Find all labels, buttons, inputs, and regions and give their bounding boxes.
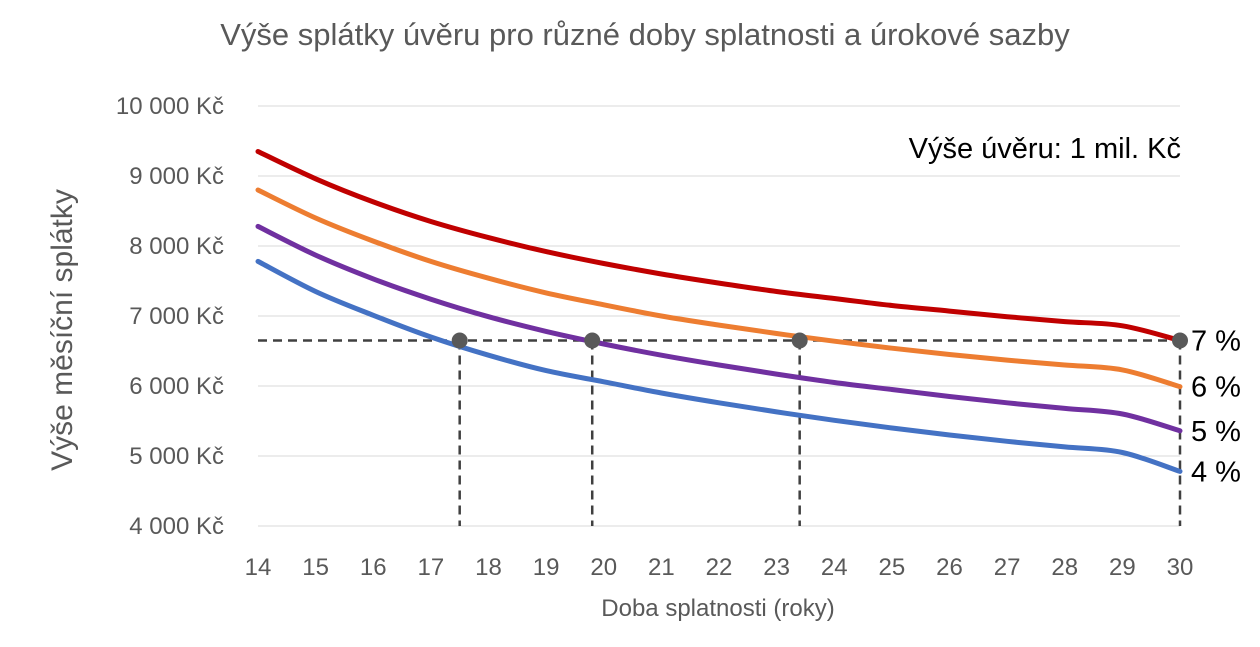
series-line bbox=[255, 258, 1183, 474]
x-tick-label: 15 bbox=[302, 554, 329, 581]
marked-point bbox=[791, 332, 808, 349]
x-tick-label: 19 bbox=[533, 554, 560, 581]
x-tick-label: 22 bbox=[706, 554, 733, 581]
chart-title: Výše splátky úvěru pro různé doby splatn… bbox=[220, 17, 1070, 52]
series-line bbox=[255, 149, 1183, 343]
x-tick-label: 20 bbox=[590, 554, 617, 581]
y-tick-label: 5 000 Kč bbox=[129, 443, 224, 470]
series-label: 7 % bbox=[1191, 326, 1241, 358]
x-tick-label: 26 bbox=[936, 554, 963, 581]
y-tick-label: 4 000 Kč bbox=[129, 513, 224, 540]
x-tick-label: 21 bbox=[648, 554, 675, 581]
x-axis-title: Doba splatnosti (roky) bbox=[601, 595, 834, 622]
series-line bbox=[255, 187, 1183, 390]
x-tick-label: 25 bbox=[879, 554, 906, 581]
x-tick-label: 16 bbox=[360, 554, 387, 581]
series-label: 6 % bbox=[1191, 372, 1241, 404]
grid-layer bbox=[258, 105, 1180, 527]
series-label: 4 % bbox=[1191, 456, 1241, 488]
marked-point bbox=[1172, 332, 1188, 349]
marked-point bbox=[584, 332, 601, 349]
series-layer bbox=[255, 149, 1183, 474]
y-ticks: 4 000 Kč 5 000 Kč 6 000 Kč 7 000 Kč 8 000 Kč… bbox=[116, 93, 224, 540]
marked-point bbox=[451, 332, 468, 349]
x-tick-label: 17 bbox=[418, 554, 445, 581]
series-line bbox=[255, 223, 1183, 434]
y-axis-title: Výše měsíční splátky bbox=[46, 189, 79, 471]
x-tick-label: 24 bbox=[821, 554, 848, 581]
y-tick-label: 10 000 Kč bbox=[116, 93, 224, 120]
x-tick-label: 29 bbox=[1109, 554, 1136, 581]
reference-lines bbox=[258, 339, 1182, 526]
y-tick-label: 6 000 Kč bbox=[129, 373, 224, 400]
x-ticks: 14 15 16 17 18 19 20 21 22 23 24 25 26 27 28 29 30 bbox=[245, 554, 1194, 581]
x-tick-label: 28 bbox=[1051, 554, 1078, 581]
x-tick-label: 30 bbox=[1167, 554, 1194, 581]
series-labels: 7 % 6 % 5 % 4 % bbox=[1191, 326, 1241, 489]
x-tick-label: 14 bbox=[245, 554, 272, 581]
marked-points bbox=[451, 332, 1188, 349]
y-tick-label: 8 000 Kč bbox=[129, 233, 224, 260]
x-tick-label: 18 bbox=[475, 554, 502, 581]
y-tick-label: 9 000 Kč bbox=[129, 163, 224, 190]
loan-amount-annotation: Výše úvěru: 1 mil. Kč bbox=[909, 133, 1181, 165]
x-tick-label: 27 bbox=[994, 554, 1021, 581]
x-tick-label: 23 bbox=[763, 554, 790, 581]
y-tick-label: 7 000 Kč bbox=[129, 303, 224, 330]
series-label: 5 % bbox=[1191, 416, 1241, 448]
